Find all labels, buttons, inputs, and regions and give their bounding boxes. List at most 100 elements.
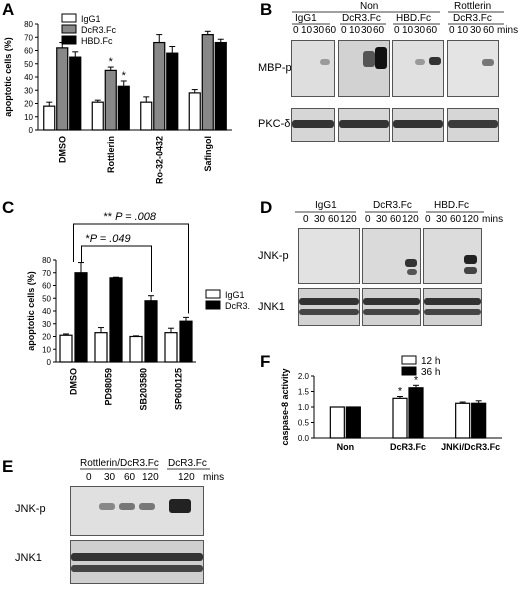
time-label: 0 [394,25,400,36]
legend-swatch [205,289,221,299]
bar [392,397,408,439]
y-tick-label: 60 [24,47,33,56]
time-label: 10 [402,25,414,36]
panel-a-chart: 0 10 20 30 40 50 60 70 80 DMSO Rottlerin Ro-32-0432… [3,13,232,184]
time-label: 30 [470,25,482,36]
blot-jnkp-dcr3 [362,228,421,284]
time-label: 60 [390,214,402,225]
time-label: 0 [86,472,92,483]
time-label: 60 [124,472,136,483]
category-label: Rottlerin [106,136,116,173]
time-label: 120 [462,214,479,225]
blot-pkc-hbd [392,108,444,142]
panel-f-chart: 0.0 0.5 1.0 1.5 2.0 Non DcR3.Fc JNKi/DcR3.Fc cas… [280,355,502,452]
time-label: 60 [426,25,438,36]
group-rottlerin-dcr3-label: Rottlerin/DcR3.Fc [80,458,159,469]
y-tick-label: 0 [47,358,52,367]
time-label: 0 [293,25,299,36]
bar [201,33,214,131]
row-label-jnk1: JNK1 [15,552,42,564]
bar [188,92,201,131]
y-axis-label: apoptotic cells (%) [3,37,13,117]
category-label: Ro-32-0432 [154,136,164,184]
y-tick-label: 20 [24,100,33,109]
bar [164,332,178,363]
legend-entry: 12 h [421,356,440,367]
time-label: 30 [361,25,373,36]
y-tick-label: 0.0 [298,434,310,443]
y-tick-label: 1.5 [298,388,310,397]
lane-hbd-label: HBD.Fc [434,200,469,211]
bar [166,52,179,131]
y-axis-label: caspase-8 activity [280,368,290,445]
legend-entry: IgG1 [225,290,245,300]
significance-star: * [398,385,403,397]
time-label: 30 [376,214,388,225]
blot-pkc-igg1 [291,108,335,142]
legend-swatch [205,300,221,310]
legend-swatch [401,366,417,376]
legend-entry: IgG1 [81,14,101,24]
bar [129,335,143,363]
mins-label: mins [482,214,504,225]
row-label-mbp-p: MBP-p [258,62,292,74]
legend-swatch [401,355,417,365]
bar [117,85,130,131]
time-label: 30 [314,214,326,225]
time-label: 10 [301,25,313,36]
significance-star: * [414,374,419,386]
time-label: 60 [483,25,495,36]
y-tick-label: 50 [42,294,51,303]
panel-b: B Non Rottlerin IgG1 DcR3.Fc HBD.Fc DcR3… [258,0,520,190]
y-tick-label: 70 [24,33,33,42]
bar [144,300,158,363]
category-label: JNKi/DcR3.Fc [441,442,500,452]
panel-a-label: A [2,0,15,19]
y-tick-label: 80 [42,256,51,265]
significance-bracket [81,245,152,292]
time-label: 30 [104,472,116,483]
panel-b-label: B [260,0,273,19]
lane-dcr3-label: DcR3.Fc [342,13,381,24]
time-label: 10 [349,25,361,36]
time-label: 120 [402,214,419,225]
y-tick-label: 60 [42,282,51,291]
category-label: PD98059 [104,368,114,406]
legend-entry: 36 h [421,367,440,378]
time-label: 0 [425,214,431,225]
category-label: DMSO [69,368,79,395]
blot-mbp-rottlerin [447,40,499,97]
bar [56,47,69,131]
panel-a: A 0 10 20 30 40 50 60 70 80 DMSO Rottlerin Ro-32-04… [0,0,250,190]
category-label: DMSO [57,136,67,163]
y-tick-label: 80 [24,20,33,29]
blot-mbp-igg1 [291,40,335,97]
category-label: Non [337,442,355,452]
lane-igg1-label: IgG1 [295,13,317,24]
blot-mbp-hbd [392,40,444,97]
bar [59,334,73,363]
group-rottlerin-label: Rottlerin [454,1,492,12]
time-label: 60 [325,25,337,36]
y-tick-label: 10 [42,345,51,354]
y-tick-label: 50 [24,60,33,69]
time-label: 0 [303,214,309,225]
category-label: SB203580 [139,368,149,410]
category-label: SP600125 [174,368,184,410]
bar [214,41,227,131]
y-tick-label: 20 [42,333,51,342]
blot-pkc-rottlerin [447,108,499,142]
row-label-jnk1: JNK1 [258,301,285,313]
bar [94,332,108,363]
time-label: 0 [365,214,371,225]
panel-d: D IgG1 DcR3.Fc HBD.Fc 0 30 60 120 0 30 6… [258,198,520,358]
time-label: 10 [457,25,469,36]
row-label-pkc-delta: PKC-δ [258,118,291,130]
bar [104,69,117,131]
y-tick-label: 10 [24,113,33,122]
legend-swatch [61,13,77,23]
time-label: 30 [414,25,426,36]
bar [408,387,424,439]
bar [109,277,123,363]
category-label: Safingol [203,136,213,172]
